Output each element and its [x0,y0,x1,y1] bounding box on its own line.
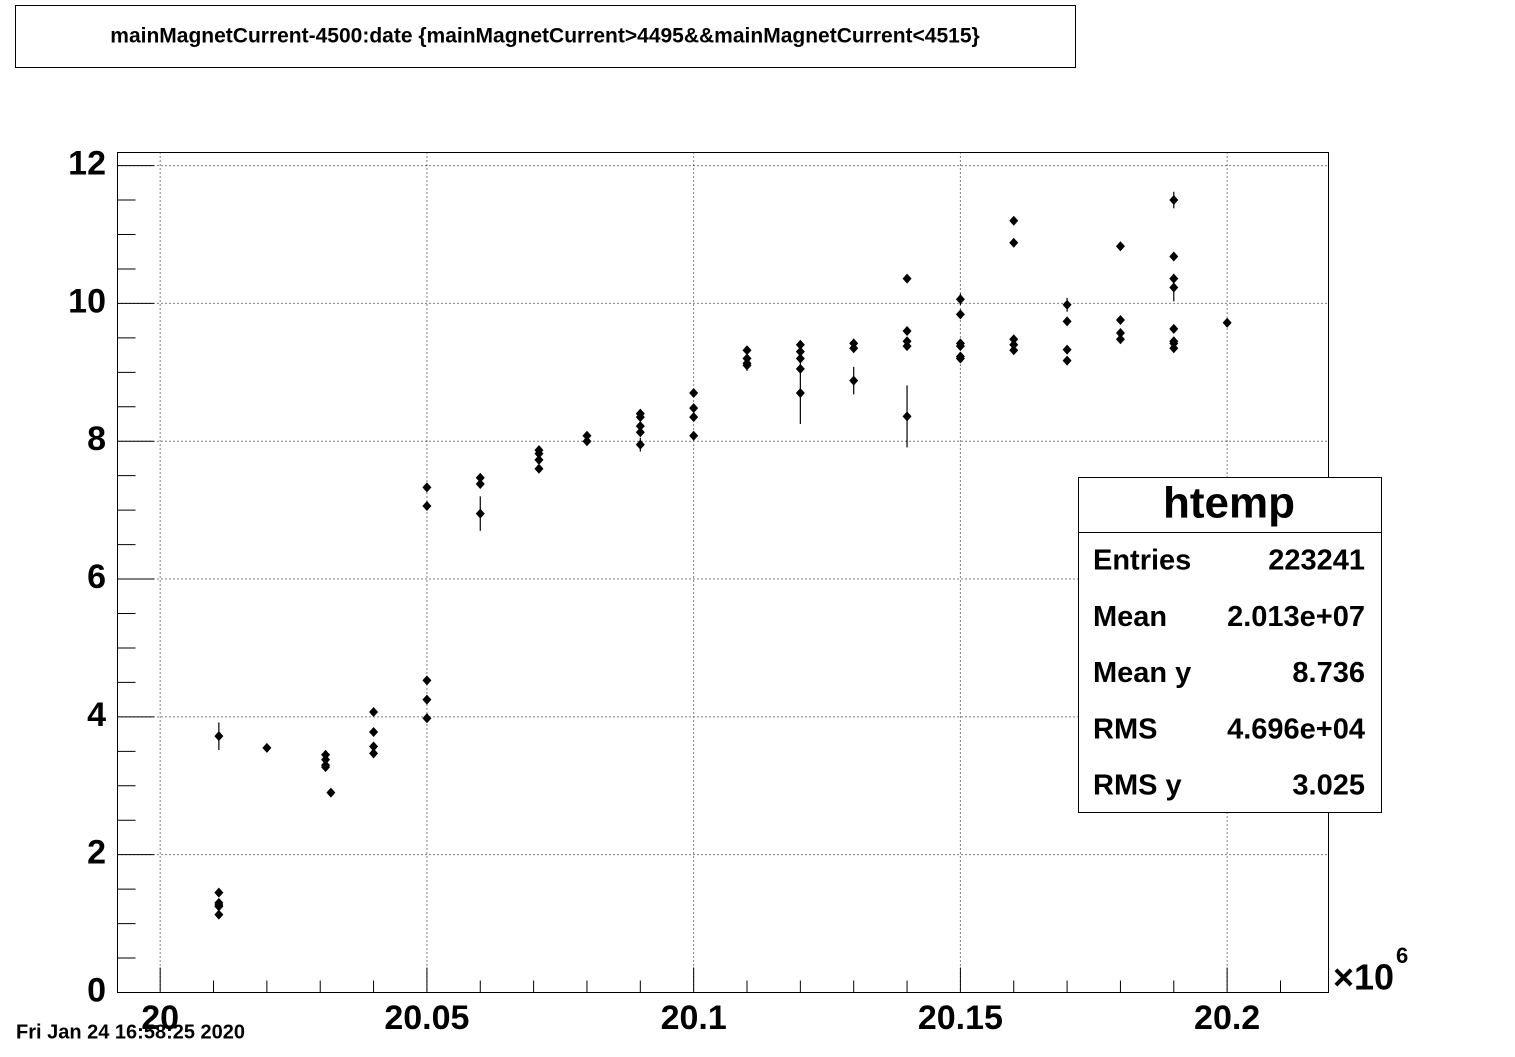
point [1062,355,1072,366]
point [902,411,912,422]
point [955,341,965,352]
point [534,448,544,459]
point [1009,334,1019,345]
point [1115,314,1125,325]
x-multiplier: ×10 [1333,957,1394,998]
point [1169,323,1179,334]
point [582,436,592,447]
point [635,421,645,432]
point [534,454,544,465]
stats-value: 8.736 [1292,657,1365,689]
point [689,430,699,441]
stats-label: RMS y [1093,769,1182,801]
x-tick-label: 20.1 [661,999,727,1037]
stats-label: Mean [1093,601,1167,633]
stats-value: 4.696e+04 [1227,713,1365,745]
point [902,341,912,352]
point [1009,237,1019,248]
x-tick-label: 20.2 [1194,999,1260,1037]
point [262,742,272,753]
point [902,325,912,336]
y-tick-label: 12 [68,145,106,183]
point [214,909,224,920]
x-exponent: 6 [1396,943,1408,968]
point [689,412,699,423]
point [689,387,699,398]
point [214,901,224,912]
y-tick-label: 6 [87,558,106,596]
point [1169,282,1179,293]
point [795,387,805,398]
point [849,343,859,354]
point [635,439,645,450]
point [1062,316,1072,327]
point [1169,343,1179,354]
point [422,675,432,686]
point [689,403,699,414]
point [795,346,805,357]
point [534,463,544,474]
stats-label: Entries [1093,545,1191,577]
point [1009,345,1019,356]
stats-value: 2.013e+07 [1227,601,1365,633]
point [422,713,432,724]
point [1169,251,1179,262]
point [422,694,432,705]
point [955,294,965,305]
stats-label: RMS [1093,713,1157,745]
point [635,427,645,438]
point [902,273,912,284]
point [214,887,224,898]
point [795,353,805,364]
y-tick-label: 8 [87,420,106,458]
x-tick-label: 20.05 [384,999,469,1037]
point [742,360,752,371]
stats-box [1078,477,1382,813]
point [1009,339,1019,350]
point [795,339,805,350]
chart-title: mainMagnetCurrent-4500:date {mainMagnetC… [110,25,979,48]
point [1115,241,1125,252]
y-tick-label: 4 [87,696,106,734]
point [1115,334,1125,345]
point [955,353,965,364]
point [1115,328,1125,339]
point [475,508,485,519]
timestamp: Fri Jan 24 16:58:25 2020 [16,1021,245,1043]
point [1169,195,1179,206]
point [422,501,432,512]
point [955,309,965,320]
point [369,748,379,759]
point [742,345,752,356]
title-box [15,5,1076,68]
point [1062,299,1072,310]
point [1009,215,1019,226]
point [422,482,432,493]
stats-title: htemp [1163,479,1295,528]
stats-label: Mean y [1093,657,1191,689]
x-tick-label: 20 [141,999,179,1037]
point [369,727,379,738]
point [475,478,485,489]
point [321,762,331,773]
y-tick-label: 0 [87,971,106,1009]
point [369,707,379,718]
x-tick-label: 20.15 [918,999,1003,1037]
point [369,741,379,752]
point [321,754,331,765]
y-tick-label: 10 [68,282,106,320]
point [1222,317,1232,328]
point [326,787,336,798]
point [214,731,224,742]
point [582,430,592,441]
stats-value: 3.025 [1292,769,1365,801]
point [849,375,859,386]
y-tick-label: 2 [87,834,106,872]
point [635,412,645,423]
point [1062,344,1072,355]
point [475,472,485,483]
stats-value: 223241 [1268,545,1365,577]
